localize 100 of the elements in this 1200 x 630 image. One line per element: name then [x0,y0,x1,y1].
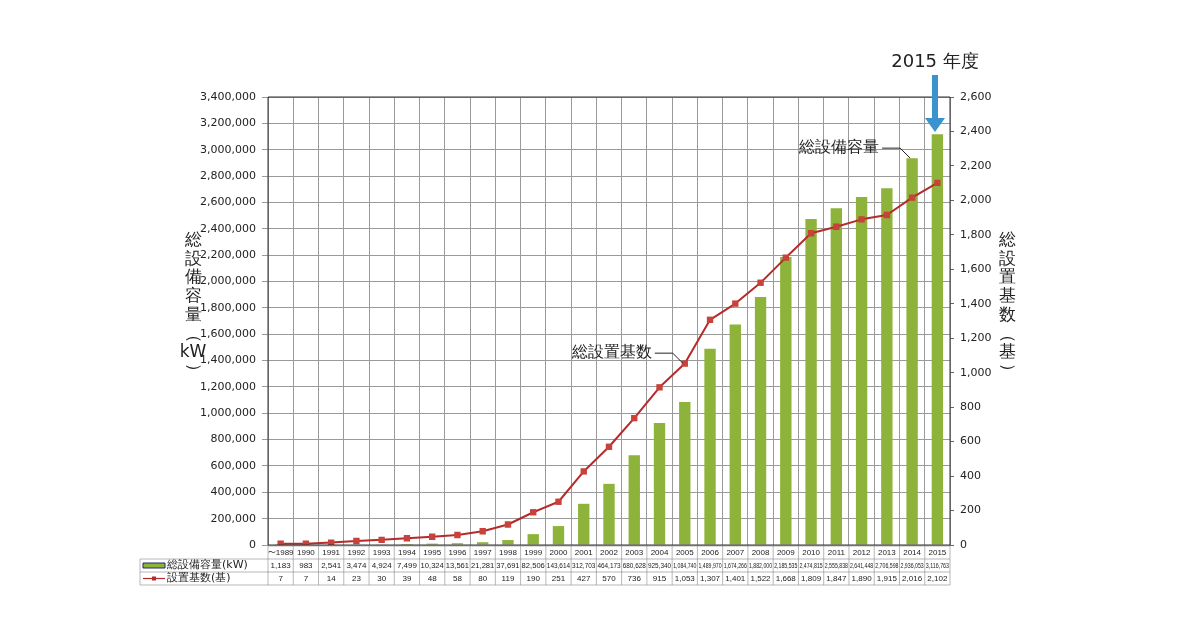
data-label: 915 [652,573,667,583]
data-label: 1,307 [700,573,721,583]
x-tick-label: 1992 [347,548,366,557]
data-label: 983 [299,560,314,570]
data-label: 2,541 [321,560,342,570]
y2-tick-label: 600 [960,434,981,448]
y-tick-label: 0 [249,537,256,551]
y2-tick-label: 1,200 [960,331,992,345]
data-label: 190 [526,573,541,583]
y2-tick-label: 0 [960,537,967,551]
x-tick-label: 1994 [398,548,417,557]
y2-tick-label: 2,200 [960,158,992,172]
y-tick-label: 1,600,000 [200,327,256,341]
x-tick-label: 2007 [726,548,745,557]
y-tick-label: 600,000 [210,458,256,472]
data-label: 7,499 [396,560,418,570]
y2-tick-label: 1,600 [960,262,992,276]
x-tick-label: 2009 [776,548,796,557]
x-tick-label: 1996 [448,548,467,557]
data-label: 3,474 [346,560,367,570]
y2-tick-label: 1,400 [960,296,992,310]
y-tick-label: 3,400,000 [200,89,256,103]
x-tick-label: 2004 [650,548,669,557]
y2-tick-label: 1,000 [960,365,992,379]
y-tick-label: 800,000 [210,432,256,446]
data-label: 2,016 [902,573,923,583]
y-tick-label: 1,200,000 [200,379,256,393]
x-tick-label: 1998 [499,548,518,557]
data-label: 4,924 [371,560,393,570]
y-tick-label: 2,000,000 [200,274,256,288]
data-label: 10,324 [420,560,445,570]
data-label: 2,102 [927,573,948,583]
x-tick-label: 2014 [903,548,922,557]
data-label: 21,281 [471,560,495,570]
y2-tick-label: 2,600 [960,89,992,103]
data-label: 427 [577,573,591,583]
data-label: 119 [501,573,515,583]
y-tick-label: 2,200,000 [200,247,256,261]
text: 2015 年度 [891,49,979,71]
x-tick-label: 2008 [751,548,770,557]
y-tick-label: 200,000 [210,511,256,525]
data-label: 464,173 [597,559,621,570]
y-tick-label: 2,400,000 [200,221,256,235]
data-label: 1,847 [826,573,847,583]
data-label: 1,809 [801,573,822,583]
y-tick-label: 2,600,000 [200,195,256,209]
y2-tick-label: 2,000 [960,193,992,207]
annotation: 総設置基数 [570,342,652,362]
data-label: 1,668 [775,573,797,583]
data-label: 1,401 [725,573,746,583]
data-label: 58 [452,573,463,583]
data-label: 39 [402,573,412,583]
x-tick-label: 2000 [549,548,568,557]
data-label: 143,614 [546,559,571,570]
x-tick-label: 2013 [877,548,897,557]
data-label: 736 [627,573,642,583]
x-tick-label: 2010 [802,548,821,557]
x-tick-label: 1997 [473,548,493,557]
x-tick-label: 1993 [372,548,392,557]
data-label: 312,703 [572,559,596,570]
x-tick-label: 1999 [524,548,543,557]
data-label: 37,691 [496,560,520,570]
y2-tick-label: 200 [960,503,981,517]
x-tick-label: 2012 [852,548,872,557]
data-label: 1,183 [270,560,292,570]
data-label: 7 [278,573,284,583]
y-tick-label: 3,200,000 [200,116,256,130]
x-tick-label: 2015 [928,548,947,557]
x-tick-label: 2001 [574,548,594,557]
x-tick-label: 2003 [625,548,644,557]
y-tick-label: 3,000,000 [200,142,256,156]
y2-axis-title: 総設置基数（基） [997,228,1019,380]
data-label: 7 [303,573,309,583]
y2-tick-label: 2,400 [960,124,992,138]
data-label: 570 [602,573,617,583]
data-label: 30 [377,573,387,583]
x-tick-label: 2002 [600,548,619,557]
data-label: 1,522 [750,573,772,583]
x-tick-label: 1991 [322,548,341,557]
data-label: 14 [326,573,337,583]
data-label: 80 [478,573,488,583]
legend-label: 設置基数(基) [167,571,231,585]
x-tick-label: 〜1989 [267,548,295,557]
y2-tick-label: 1,800 [960,227,992,241]
y-tick-label: 1,000,000 [200,406,256,420]
data-label: 82,506 [521,560,545,570]
data-label: 1,890 [851,573,873,583]
y-tick-label: 1,800,000 [200,300,256,314]
y2-tick-label: 800 [960,400,981,414]
data-label: 23 [351,573,362,583]
x-tick-label: 1990 [296,548,316,557]
data-label: 1,053 [674,573,696,583]
x-tick-label: 2005 [675,548,695,557]
x-tick-label: 1995 [423,548,442,557]
y-tick-label: 2,800,000 [200,168,256,182]
data-label: 13,561 [445,560,470,570]
x-tick-label: 2006 [701,548,720,557]
data-label: 48 [427,573,438,583]
data-label: 251 [551,573,566,583]
data-label: 680,628 [622,559,646,570]
